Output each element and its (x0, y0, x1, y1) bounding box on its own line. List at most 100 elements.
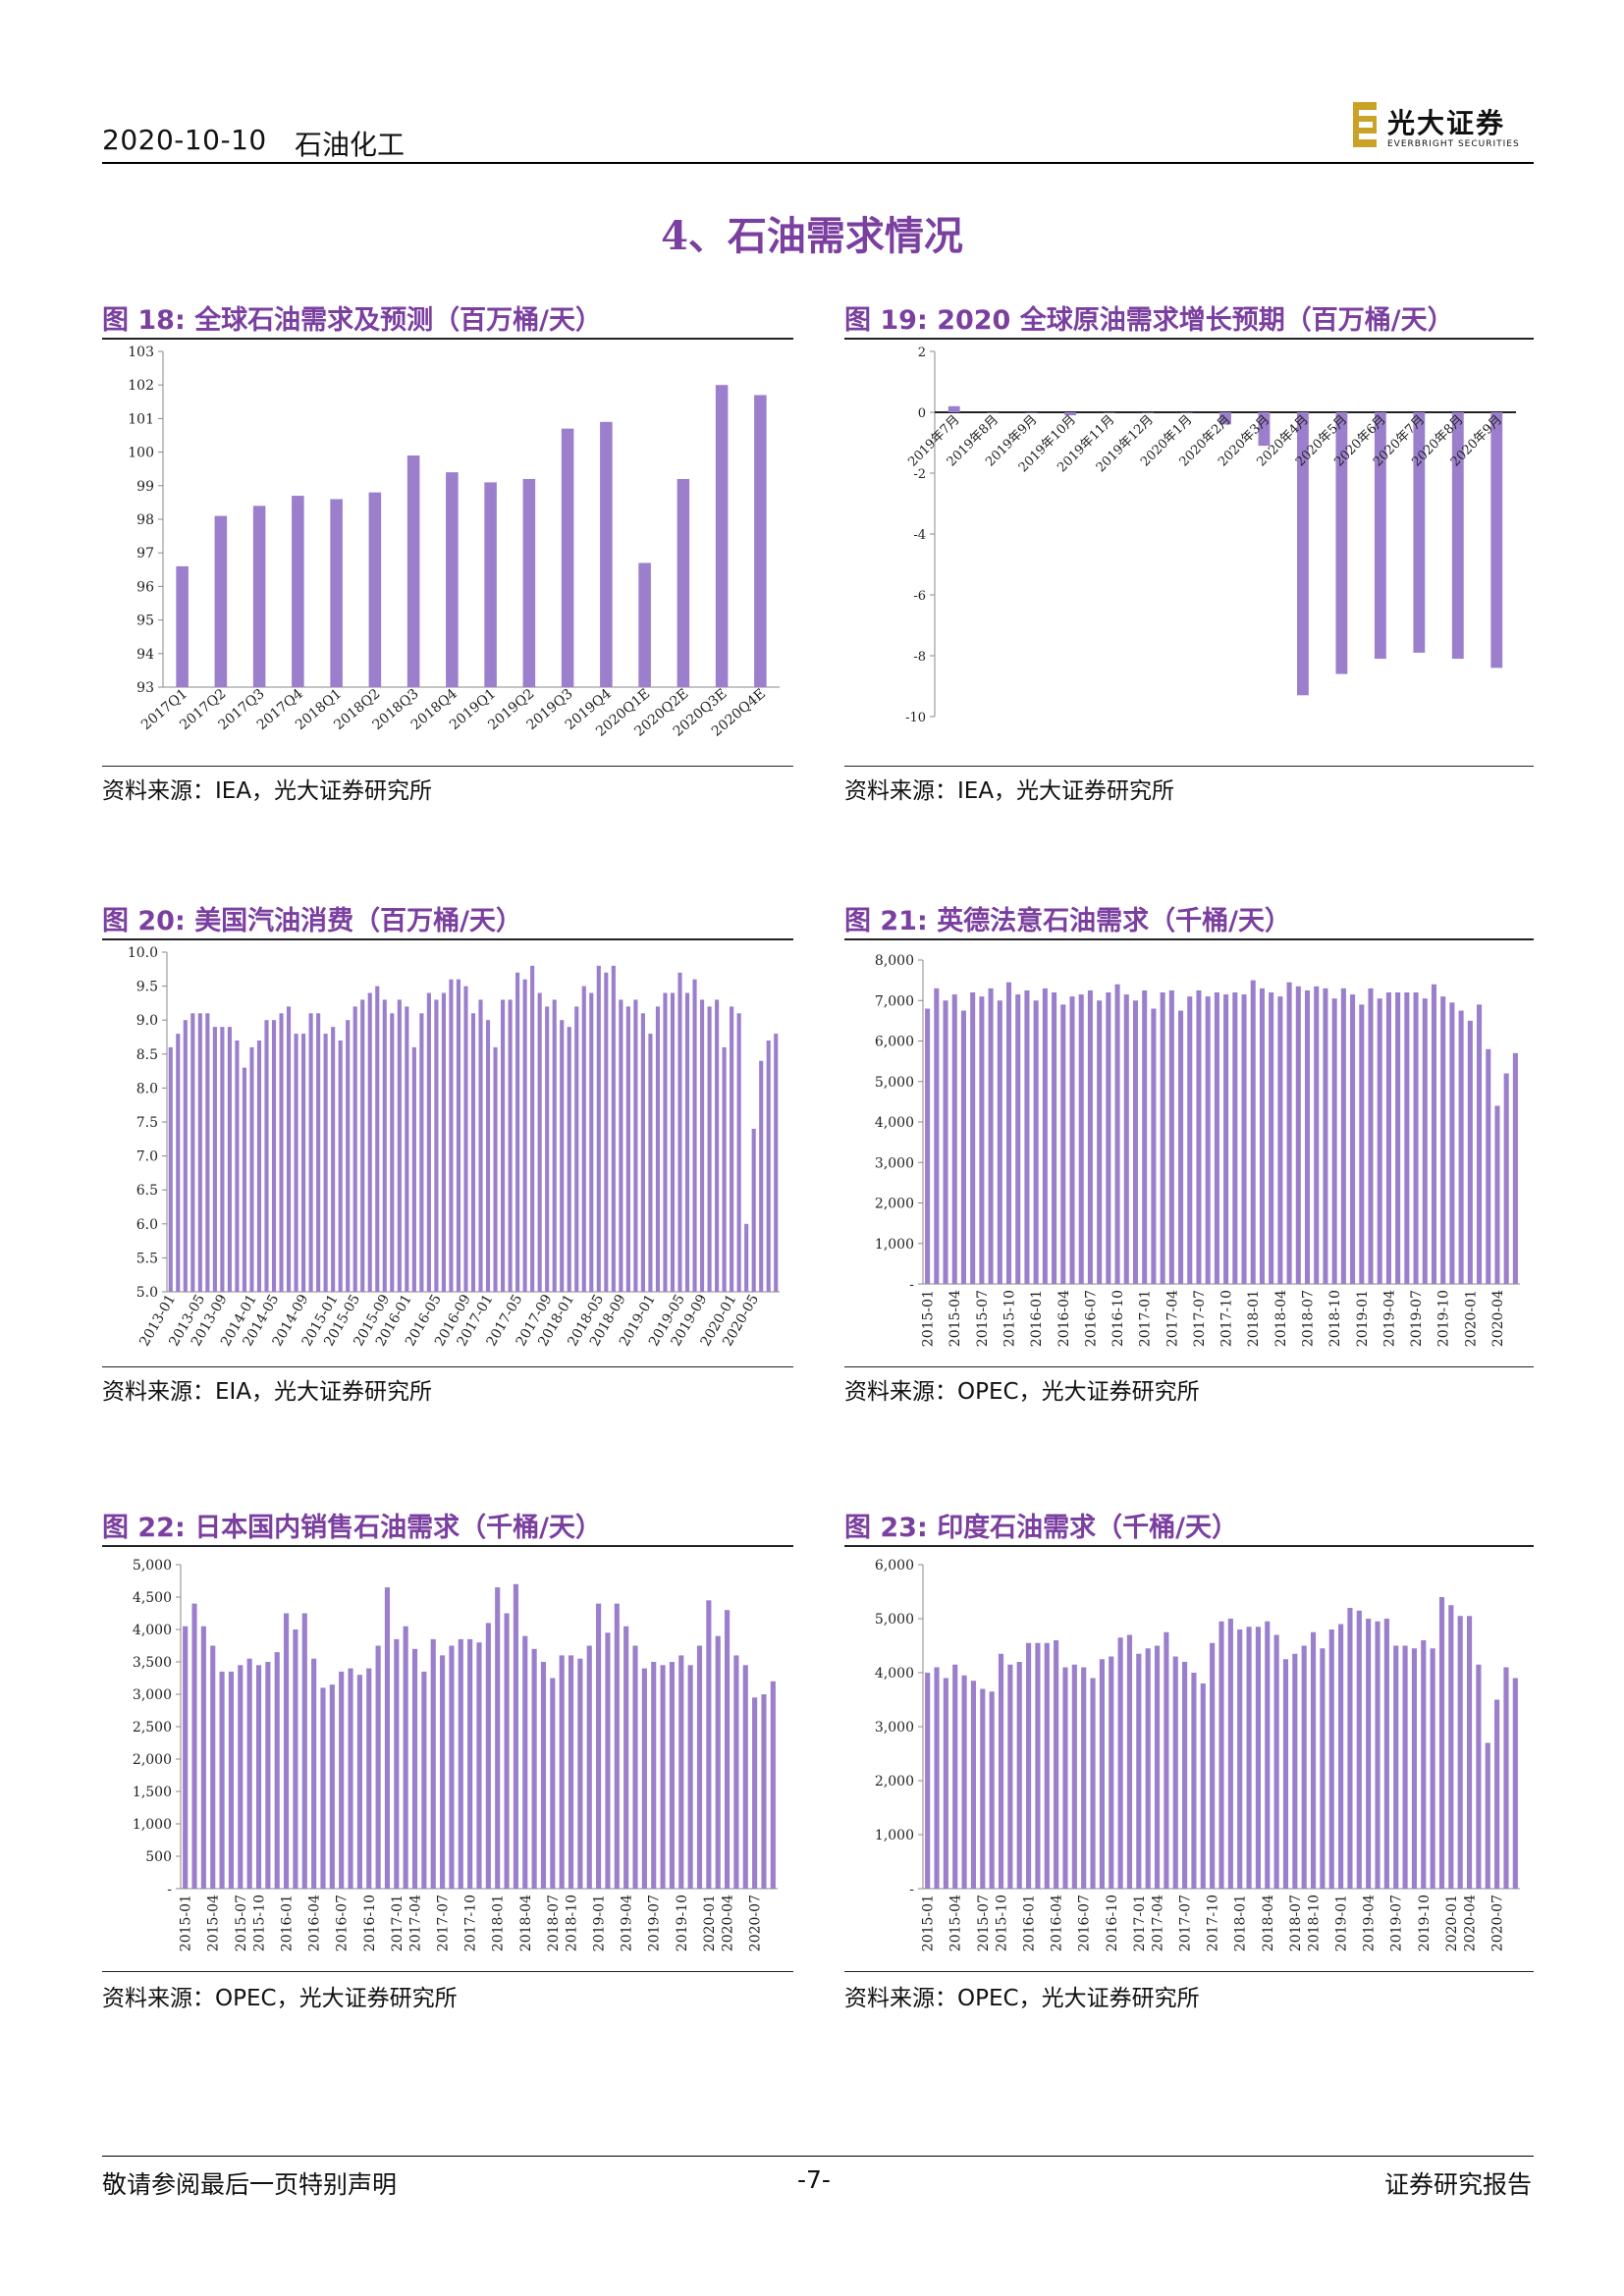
bar (684, 992, 690, 1292)
bar (951, 994, 957, 1284)
bar (1214, 992, 1219, 1284)
y-tick-label: 4,000 (875, 1115, 914, 1131)
x-tick-label: 2015-04 (206, 1895, 222, 1951)
figure-23-source: 资料来源：OPEC，光大证券研究所 (844, 1986, 1200, 2011)
bar (1044, 1642, 1050, 1889)
bar (1377, 998, 1382, 1284)
bar (1411, 1648, 1418, 1889)
logo-text-cn: 光大证券 (1387, 107, 1506, 139)
bar (1512, 1678, 1518, 1889)
bar (722, 1046, 727, 1292)
bar (405, 1006, 409, 1292)
bar (1301, 1645, 1307, 1889)
x-tick-label: 2017-01 (1132, 1895, 1148, 1951)
bar (274, 1652, 280, 1889)
x-tick-label: 2017-10 (1206, 1895, 1221, 1951)
bar (252, 506, 266, 687)
x-tick-label: 2016-10 (1110, 1290, 1126, 1347)
bar (191, 1603, 197, 1889)
bar (1219, 412, 1231, 425)
x-tick-label: 2017-07 (1192, 1290, 1208, 1347)
x-tick-label: 2019-04 (620, 1895, 635, 1951)
bar (568, 1655, 574, 1889)
x-tick-label: 2015-10 (1002, 1290, 1018, 1347)
report-date: 2020-10-10 (102, 124, 267, 156)
figure-21-bottom-rule (844, 1366, 1534, 1367)
x-tick-label: 2015-01 (179, 1895, 194, 1951)
bar (625, 1006, 630, 1292)
bar (1172, 1656, 1178, 1889)
bar (1033, 1000, 1039, 1284)
bar (419, 1013, 424, 1292)
bar (501, 999, 506, 1292)
bar (1106, 992, 1111, 1284)
bar (286, 1006, 292, 1292)
bar (1421, 1640, 1427, 1889)
bar (663, 992, 668, 1292)
bar (1218, 1621, 1224, 1889)
footer-disclaimer: 敬请参阅最后一页特别声明 (102, 2170, 398, 2199)
x-tick-label: 2019-04 (1362, 1895, 1378, 1951)
bar (478, 999, 483, 1292)
x-tick-label: 2017-07 (1178, 1895, 1194, 1951)
bar (943, 1678, 948, 1889)
figure-20-top-rule (102, 938, 793, 940)
figure-20-source: 资料来源：EIA，光大证券研究所 (102, 1379, 433, 1405)
bar (1164, 1631, 1169, 1889)
bar (1210, 1642, 1216, 1889)
y-tick-label: 7,000 (875, 993, 914, 1009)
bar (495, 1587, 501, 1889)
bar (338, 1040, 343, 1292)
chart-us-gasoline-consumption: 5.05.56.06.57.07.58.08.59.09.510.02013-0… (128, 945, 780, 1349)
bar (1246, 1627, 1252, 1889)
bar (352, 1006, 357, 1292)
bar (1097, 1000, 1103, 1284)
bar (1114, 984, 1120, 1284)
x-tick-label: 2018-04 (1261, 1895, 1276, 1951)
bar (458, 1638, 463, 1889)
bar (1366, 1619, 1372, 1889)
bar (730, 1006, 734, 1292)
y-tick-label: 3,000 (875, 1720, 914, 1735)
bar (1477, 1004, 1483, 1284)
y-tick-label: 9.5 (136, 980, 158, 995)
x-tick-label: 2018-07 (546, 1895, 562, 1951)
bar (235, 1040, 240, 1292)
bar (242, 1067, 247, 1292)
chart-japan-oil-demand: - 500 1,000 1,500 2,000 2,500 3,000 3,500 4,000 4… (133, 1558, 778, 1951)
bar (596, 1603, 602, 1889)
bar (367, 992, 372, 1292)
bar (1196, 989, 1202, 1284)
bar (699, 999, 705, 1292)
bar (1395, 992, 1401, 1284)
bar (943, 1000, 948, 1284)
y-tick-label: -6 (913, 589, 926, 604)
y-tick-label: 98 (136, 512, 154, 528)
x-tick-label: 2016-10 (362, 1895, 378, 1951)
x-tick-label: 2019-01 (1334, 1895, 1350, 1951)
bar (623, 1626, 629, 1889)
bar (1154, 1645, 1161, 1889)
x-tick-label: 2017-10 (1219, 1290, 1235, 1347)
bar (980, 1688, 986, 1889)
bar (1335, 412, 1348, 674)
bar (238, 1665, 244, 1889)
bar (989, 1691, 995, 1889)
bar (550, 1678, 556, 1889)
bar (1466, 1616, 1473, 1889)
bar (1458, 1010, 1464, 1284)
figure-19-title: 图 19: 2020 全球原油需求增长预期（百万桶/天） (844, 305, 1454, 336)
x-tick-label: 2015-07 (234, 1895, 249, 1951)
x-tick-label: 2016-04 (1056, 1290, 1072, 1347)
bar (715, 1635, 721, 1889)
bar (947, 405, 960, 412)
x-tick-label: 2020-07 (1490, 1895, 1506, 1951)
bar (1117, 1637, 1123, 1889)
bar (1350, 994, 1356, 1284)
bar (360, 999, 365, 1292)
bar (1404, 992, 1410, 1284)
y-tick-label: 2,000 (875, 1197, 914, 1212)
figure-20-bottom-rule (102, 1366, 793, 1367)
bar (998, 1653, 1004, 1889)
bar (440, 1655, 446, 1889)
